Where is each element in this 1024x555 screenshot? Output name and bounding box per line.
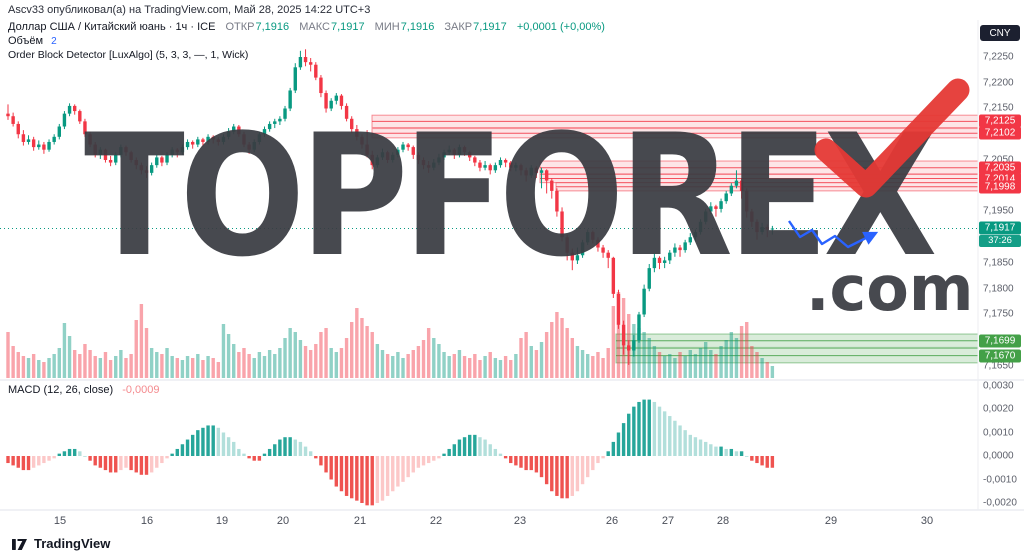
macd-tick: 0,0020 bbox=[983, 403, 1014, 415]
time-label: 30 bbox=[920, 515, 934, 527]
volume-legend[interactable]: Объём 2 bbox=[8, 35, 57, 47]
tradingview-brand[interactable]: TradingView bbox=[34, 536, 111, 551]
macd-tick: 0,0030 bbox=[983, 380, 1014, 391]
macd-histogram-layer bbox=[6, 399, 775, 506]
time-label: 22 bbox=[429, 515, 443, 527]
time-label: 16 bbox=[140, 515, 154, 527]
price-tick: 7,2250 bbox=[983, 51, 1014, 63]
currency-button[interactable]: CNY bbox=[980, 25, 1020, 41]
price-tick: 7,1800 bbox=[983, 283, 1014, 295]
ohlc-low-label: МИН bbox=[374, 21, 400, 33]
bar-countdown: 37:26 bbox=[979, 235, 1021, 248]
ohlc-high-value: 7,1917 bbox=[330, 21, 365, 33]
tradingview-logo-icon[interactable] bbox=[12, 537, 28, 551]
macd-legend[interactable]: MACD (12, 26, close) -0,0009 bbox=[8, 384, 160, 396]
volume-label: Объём bbox=[8, 35, 44, 47]
footer: TradingView bbox=[0, 532, 1024, 555]
indicator-legend[interactable]: Order Block Detector [LuxAlgo] (5, 3, 3,… bbox=[8, 49, 248, 61]
ohlc-close-label: ЗАКР bbox=[444, 21, 473, 33]
price-tick: 7,1750 bbox=[983, 308, 1014, 320]
price-change: +0,0001 (+0,00%) bbox=[516, 21, 605, 33]
price-level-badge: 7,1699 bbox=[979, 334, 1021, 348]
time-label: 20 bbox=[276, 515, 290, 527]
time-label: 15 bbox=[53, 515, 67, 527]
price-scale[interactable]: CNY 7,2250 7,2200 7,2150 7,2050 7,1950 7,1850… bbox=[978, 0, 1024, 532]
macd-tick: 0,0000 bbox=[983, 450, 1014, 462]
symbol-title: Доллар США / Китайский юань · 1ч · ICE bbox=[8, 21, 216, 33]
indicator-title: Order Block Detector [LuxAlgo] (5, 3, 3,… bbox=[8, 49, 249, 61]
time-label: 26 bbox=[605, 515, 619, 527]
macd-tick: -0,0010 bbox=[983, 474, 1017, 485]
price-tick: 7,1950 bbox=[983, 205, 1014, 217]
symbol-legend[interactable]: Доллар США / Китайский юань · 1ч · ICE О… bbox=[8, 21, 605, 33]
time-label: 29 bbox=[824, 515, 838, 527]
macd-tick: -0,0020 bbox=[983, 497, 1017, 509]
publish-banner: Ascv33 опубликовал(а) на TradingView.com… bbox=[0, 0, 1024, 20]
macd-tick: 0,0010 bbox=[983, 427, 1014, 438]
price-level-badge: 7,2035 bbox=[979, 161, 1021, 175]
order-blocks-layer bbox=[371, 114, 979, 364]
volume-value: 2 bbox=[51, 36, 57, 47]
ohlc-close-value: 7,1917 bbox=[473, 21, 507, 33]
price-tick: 7,1850 bbox=[983, 257, 1014, 269]
price-tick: 7,2150 bbox=[983, 102, 1014, 114]
time-label: 23 bbox=[513, 515, 527, 527]
price-tick: 7,2200 bbox=[983, 77, 1014, 89]
publish-banner-text: Ascv33 опубликовал(а) на TradingView.com… bbox=[8, 4, 371, 16]
price-tick: 7,1650 bbox=[983, 360, 1014, 372]
candles-layer bbox=[6, 49, 775, 365]
macd-value: -0,0009 bbox=[122, 384, 160, 396]
time-label: 19 bbox=[215, 515, 229, 527]
time-label: 27 bbox=[661, 515, 675, 527]
price-level-badge: 7,1998 bbox=[979, 180, 1021, 194]
price-level-badge: 7,1670 bbox=[979, 349, 1021, 363]
price-level-badge: 7,2102 bbox=[979, 126, 1021, 140]
ohlc-high-label: МАКС bbox=[299, 21, 330, 33]
time-label: 28 bbox=[716, 515, 730, 527]
volume-layer bbox=[6, 292, 775, 378]
ohlc-open-value: 7,1916 bbox=[255, 21, 290, 33]
ohlc-low-value: 7,1916 bbox=[400, 21, 435, 33]
price-level-badge: 7,2125 bbox=[979, 114, 1021, 128]
ohlc-open-label: ОТКР bbox=[225, 21, 255, 33]
last-price-badge: 7,1917 bbox=[979, 221, 1021, 235]
price-tick: 7,2050 bbox=[983, 154, 1014, 166]
time-axis[interactable]: 15 16 19 20 21 22 23 26 27 28 29 30 bbox=[0, 510, 978, 532]
macd-title: MACD (12, 26, close) bbox=[8, 384, 114, 396]
time-label: 21 bbox=[353, 515, 367, 527]
